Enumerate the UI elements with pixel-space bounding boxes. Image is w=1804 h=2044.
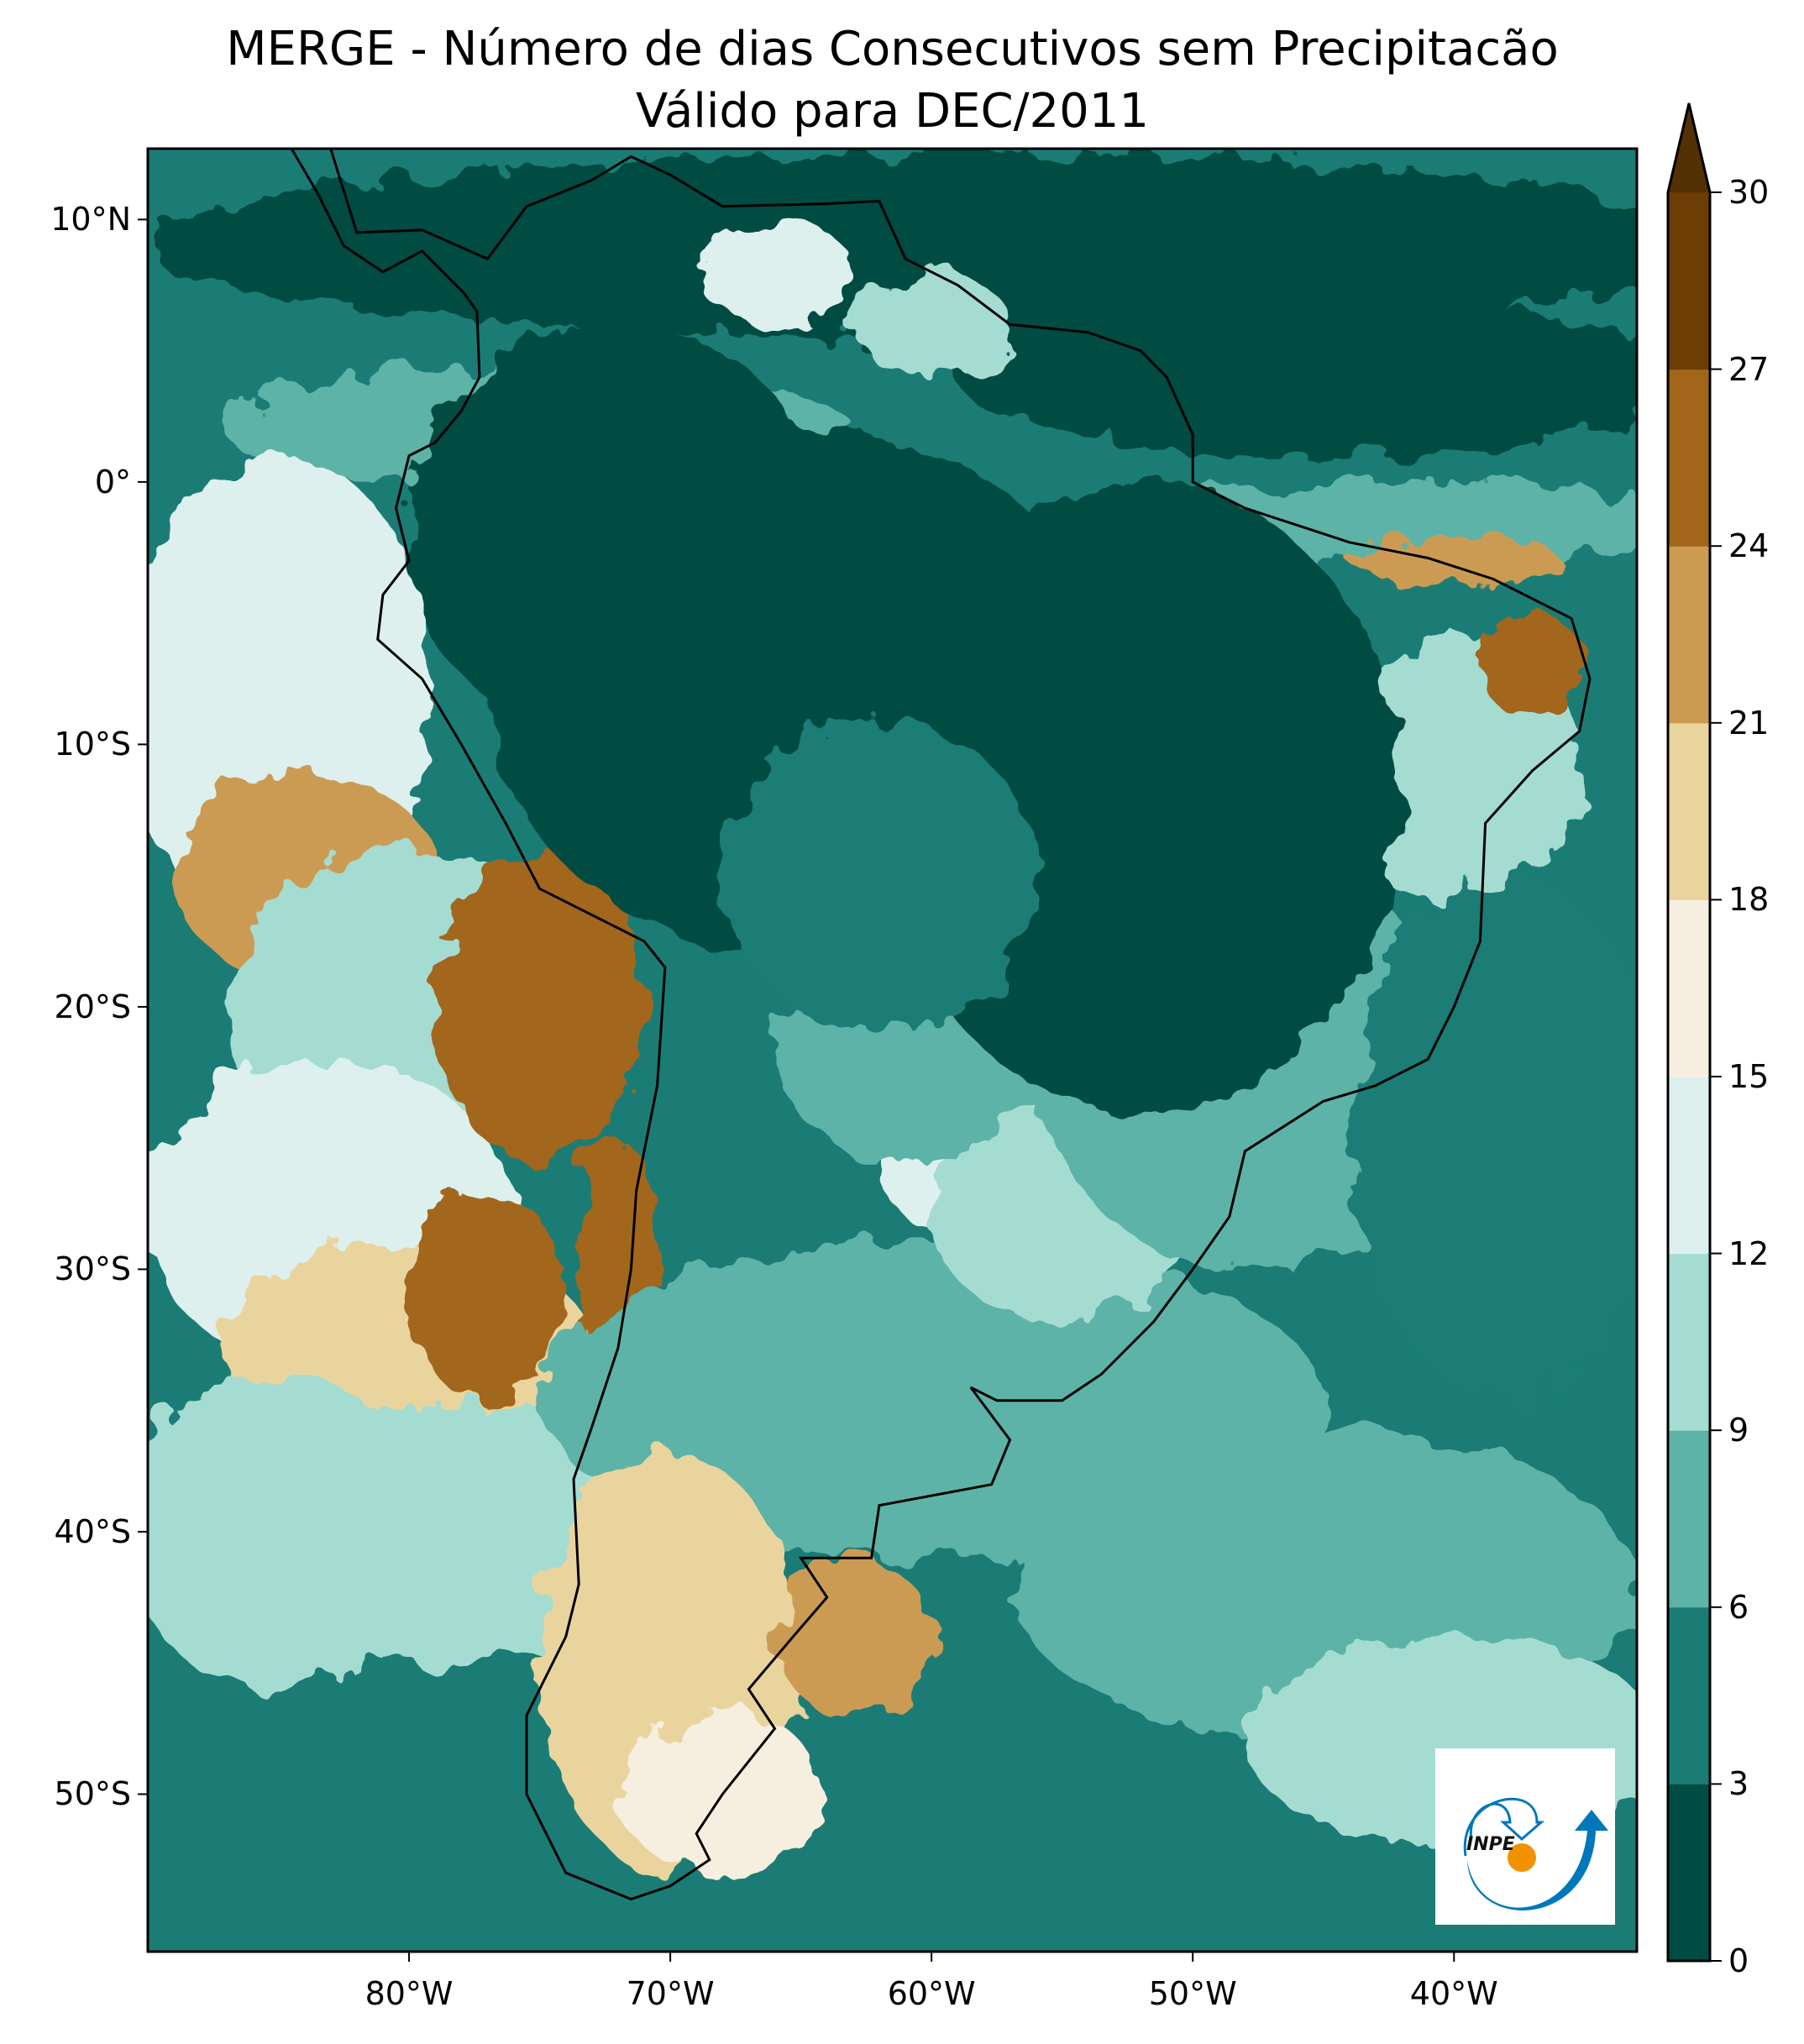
colorbar-tick-label: 24 xyxy=(1728,527,1770,565)
y-tick-label: 10°N xyxy=(50,201,131,238)
x-tick-label: 40°W xyxy=(1409,1975,1498,2012)
y-tick-label: 20°S xyxy=(54,988,131,1025)
field-patch xyxy=(957,298,1637,456)
chart-subtitle: Válido para DEC/2011 xyxy=(636,84,1149,139)
colorbar-extend-arrow xyxy=(1668,103,1710,192)
field-patch xyxy=(774,1558,932,1716)
colorbar-tick-label: 12 xyxy=(1728,1234,1770,1272)
colorbar-tick-label: 9 xyxy=(1728,1412,1749,1449)
field-patch xyxy=(1349,534,1559,587)
x-tick-label: 70°W xyxy=(626,1975,715,2012)
colorbar-segment xyxy=(1668,899,1710,1077)
colorbar-tick-label: 0 xyxy=(1728,1942,1749,1979)
colorbar-segment xyxy=(1668,722,1710,900)
field-patch xyxy=(696,219,853,325)
precip-field xyxy=(148,149,1637,1952)
y-tick-label: 30°S xyxy=(54,1250,131,1288)
colorbar-segment xyxy=(1668,192,1710,370)
colorbar-tick-label: 27 xyxy=(1728,350,1770,388)
colorbar-outline xyxy=(1666,102,1712,1963)
inpe-logo: INPE xyxy=(1435,1748,1615,1925)
x-tick-label: 50°W xyxy=(1148,1975,1237,2012)
field-patch xyxy=(148,154,1637,338)
field-patch xyxy=(1349,875,1637,1401)
field-patch xyxy=(409,324,827,745)
y-tick-label: 0° xyxy=(94,463,131,501)
colorbar-tick-label: 21 xyxy=(1728,704,1770,742)
y-tick-label: 40°S xyxy=(54,1512,131,1550)
colorbar xyxy=(1666,102,1722,1963)
field-patch xyxy=(435,849,644,1165)
colorbar-tick-label: 6 xyxy=(1728,1588,1749,1626)
map-frame xyxy=(146,147,1639,1953)
field-patch xyxy=(852,271,1010,377)
field-patch xyxy=(409,1190,566,1401)
colorbar-segment xyxy=(1668,369,1710,547)
y-tick-label: 50°S xyxy=(54,1775,131,1813)
south-america-coastline xyxy=(290,149,1592,1901)
y-tick-label: 10°S xyxy=(54,726,131,763)
colorbar-tick-label: 30 xyxy=(1728,174,1770,211)
chart-title: MERGE - Número de dias Consecutivos sem … xyxy=(226,22,1559,76)
axis-ticks xyxy=(138,218,1455,1962)
colorbar-segment xyxy=(1668,546,1710,724)
svg-text:INPE: INPE xyxy=(1466,1834,1515,1855)
x-tick-label: 80°W xyxy=(364,1975,454,2012)
colorbar-tick-label: 15 xyxy=(1728,1058,1770,1095)
colorbar-segment xyxy=(1668,1784,1710,1962)
field-patch xyxy=(722,718,1036,1034)
colorbar-segment xyxy=(1668,1430,1710,1608)
field-patch xyxy=(1480,613,1585,719)
colorbar-segment xyxy=(1668,1077,1710,1255)
colorbar-segment xyxy=(1668,1253,1710,1431)
x-tick-label: 60°W xyxy=(887,1975,976,2012)
colorbar-tick-label: 3 xyxy=(1728,1765,1749,1803)
colorbar-tick-label: 18 xyxy=(1728,881,1770,919)
colorbar-segment xyxy=(1668,1606,1710,1785)
